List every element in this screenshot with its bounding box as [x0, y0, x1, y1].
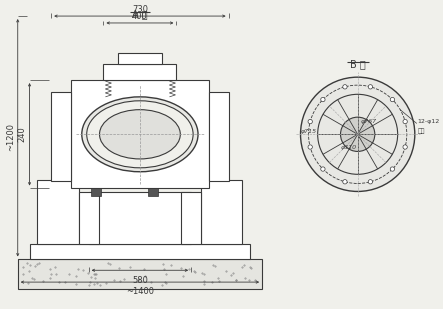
Bar [118, 53, 162, 64]
Circle shape [308, 145, 312, 149]
Bar [89, 193, 191, 244]
Text: ~1200: ~1200 [6, 123, 15, 151]
Circle shape [308, 119, 312, 124]
Text: φ715: φ715 [300, 129, 317, 134]
Text: ~1400: ~1400 [126, 287, 154, 296]
Text: 240: 240 [18, 126, 27, 142]
Circle shape [341, 117, 375, 151]
Circle shape [390, 167, 395, 171]
Text: 400: 400 [132, 12, 148, 21]
Circle shape [343, 85, 347, 89]
Text: 730: 730 [132, 5, 148, 14]
Circle shape [343, 180, 347, 184]
Circle shape [368, 180, 373, 184]
Circle shape [321, 167, 325, 171]
Bar [148, 188, 158, 197]
Circle shape [403, 119, 407, 124]
Bar [104, 64, 176, 80]
Text: 均布: 均布 [418, 129, 425, 134]
Bar [38, 180, 79, 244]
Circle shape [300, 77, 415, 192]
Circle shape [321, 97, 325, 102]
Circle shape [390, 97, 395, 102]
Bar [201, 180, 242, 244]
Ellipse shape [82, 97, 198, 172]
Bar [91, 188, 101, 197]
Bar [30, 244, 250, 260]
Text: φ310: φ310 [341, 145, 357, 150]
Circle shape [403, 145, 407, 149]
Bar [181, 193, 201, 244]
Circle shape [368, 85, 373, 89]
Text: A 向: A 向 [132, 9, 148, 19]
Bar [18, 260, 262, 289]
Ellipse shape [87, 101, 193, 168]
Bar [79, 193, 98, 244]
Bar [71, 80, 209, 188]
Bar [209, 92, 229, 180]
Ellipse shape [100, 110, 180, 159]
Text: φ767: φ767 [361, 119, 377, 124]
Bar [51, 92, 71, 180]
Text: 12-φ12: 12-φ12 [418, 120, 440, 125]
Text: 580: 580 [132, 276, 148, 285]
Text: B 向: B 向 [350, 59, 365, 70]
